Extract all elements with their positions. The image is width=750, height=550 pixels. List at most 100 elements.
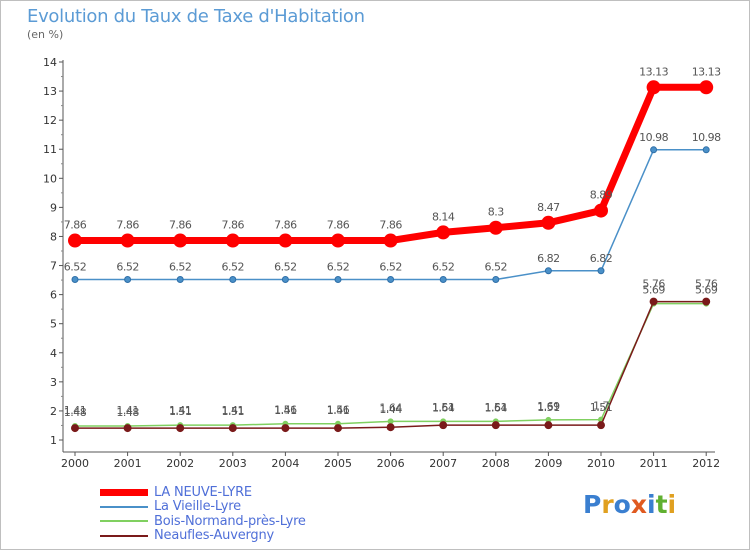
legend-item: LA NEUVE-LYRE bbox=[100, 485, 306, 500]
data-label: 6.52 bbox=[274, 260, 297, 273]
y-tick-label: 1 bbox=[50, 434, 57, 447]
data-point bbox=[229, 275, 237, 283]
data-label: 7.86 bbox=[222, 219, 245, 232]
data-label: 1.64 bbox=[485, 401, 508, 414]
data-point bbox=[387, 275, 395, 283]
data-point bbox=[278, 233, 293, 248]
data-label: 5.76 bbox=[642, 278, 665, 291]
data-label: 7.86 bbox=[169, 219, 192, 232]
data-point bbox=[124, 275, 132, 283]
data-point bbox=[383, 233, 398, 248]
data-point bbox=[488, 220, 503, 235]
data-label: 7.86 bbox=[327, 219, 350, 232]
logo-letter: P bbox=[583, 490, 602, 519]
data-point bbox=[702, 146, 710, 154]
data-point bbox=[491, 421, 500, 430]
data-label: 8.47 bbox=[537, 201, 560, 214]
data-label: 1.41 bbox=[274, 404, 297, 417]
x-tick-label: 2006 bbox=[377, 457, 405, 470]
data-label: 7.86 bbox=[379, 219, 402, 232]
legend-item: Neaufles-Auvergny bbox=[100, 528, 306, 544]
data-point bbox=[225, 233, 240, 248]
chart-legend: LA NEUVE-LYRE La Vieille-Lyre Bois-Normand… bbox=[100, 485, 306, 543]
x-tick-label: 2012 bbox=[692, 457, 720, 470]
data-label: 13.13 bbox=[639, 65, 668, 78]
data-point bbox=[436, 225, 451, 240]
data-point bbox=[173, 233, 188, 248]
logo-letter: i bbox=[647, 490, 656, 519]
data-point bbox=[439, 275, 447, 283]
x-tick-label: 2000 bbox=[61, 457, 89, 470]
y-tick-label: 12 bbox=[43, 114, 57, 127]
legend-swatch bbox=[100, 488, 148, 496]
x-tick-label: 2002 bbox=[166, 457, 194, 470]
data-point bbox=[68, 233, 82, 248]
y-tick-label: 11 bbox=[43, 143, 57, 156]
x-tick-label: 2011 bbox=[640, 457, 668, 470]
data-point bbox=[646, 80, 661, 95]
data-label: 10.98 bbox=[692, 131, 721, 144]
x-tick-label: 2003 bbox=[219, 457, 247, 470]
data-point bbox=[544, 267, 552, 275]
legend-swatch bbox=[100, 534, 148, 537]
data-label: 6.52 bbox=[485, 260, 508, 273]
data-point bbox=[702, 297, 711, 306]
data-label: 1.51 bbox=[537, 401, 560, 414]
legend-item: Bois-Normand-près-Lyre bbox=[100, 514, 306, 529]
data-label: 5.69 bbox=[642, 284, 665, 297]
x-tick-label: 2004 bbox=[271, 457, 299, 470]
data-label: 6.52 bbox=[379, 260, 402, 273]
y-tick-label: 6 bbox=[50, 289, 57, 302]
y-tick-label: 8 bbox=[50, 230, 57, 243]
data-point bbox=[176, 424, 185, 433]
data-point bbox=[544, 421, 553, 430]
data-label: 1.51 bbox=[169, 405, 192, 418]
data-label: 7.86 bbox=[64, 219, 87, 232]
data-point bbox=[281, 424, 290, 433]
data-label: 1.41 bbox=[327, 404, 350, 417]
data-label: 8.89 bbox=[590, 189, 613, 202]
data-label: 8.3 bbox=[488, 206, 504, 219]
data-point bbox=[281, 275, 289, 283]
data-point bbox=[120, 233, 135, 248]
x-tick-label: 2005 bbox=[324, 457, 352, 470]
data-label: 1.48 bbox=[64, 406, 87, 419]
data-label: 1.64 bbox=[379, 401, 402, 414]
chart-title: Evolution du Taux de Taxe d'Habitation bbox=[27, 6, 365, 27]
data-label: 1.7 bbox=[593, 400, 609, 413]
data-label: 1.56 bbox=[274, 404, 297, 417]
data-point bbox=[71, 275, 79, 283]
data-point bbox=[334, 424, 342, 433]
data-label: 1.41 bbox=[116, 404, 139, 417]
data-label: 7.86 bbox=[274, 219, 297, 232]
data-label: 6.82 bbox=[537, 252, 560, 265]
data-point bbox=[386, 423, 395, 432]
data-point bbox=[597, 267, 605, 275]
data-point bbox=[439, 421, 448, 430]
data-point bbox=[334, 275, 342, 283]
x-tick-label: 2008 bbox=[482, 457, 510, 470]
legend-label: Neaufles-Auvergny bbox=[154, 528, 275, 544]
logo-letter: t bbox=[655, 490, 668, 519]
y-tick-label: 9 bbox=[50, 201, 57, 214]
legend-swatch bbox=[100, 505, 148, 508]
data-label: 7.86 bbox=[116, 219, 139, 232]
data-label: 5.76 bbox=[695, 278, 718, 291]
logo-letter: x bbox=[630, 490, 647, 519]
legend-label: Bois-Normand-près-Lyre bbox=[154, 513, 306, 529]
data-label: 1.51 bbox=[590, 401, 613, 414]
data-label: 1.41 bbox=[64, 404, 87, 417]
logo-letter: r bbox=[601, 490, 614, 519]
legend-swatch bbox=[100, 520, 148, 523]
data-label: 8.14 bbox=[432, 210, 455, 223]
data-point bbox=[650, 146, 658, 154]
y-tick-label: 4 bbox=[50, 347, 57, 360]
data-label: 5.69 bbox=[695, 284, 718, 297]
data-point bbox=[699, 80, 714, 95]
logo-letter: i bbox=[667, 490, 677, 519]
y-tick-label: 7 bbox=[50, 260, 57, 273]
data-label: 6.52 bbox=[169, 260, 192, 273]
data-label: 1.51 bbox=[485, 401, 508, 414]
